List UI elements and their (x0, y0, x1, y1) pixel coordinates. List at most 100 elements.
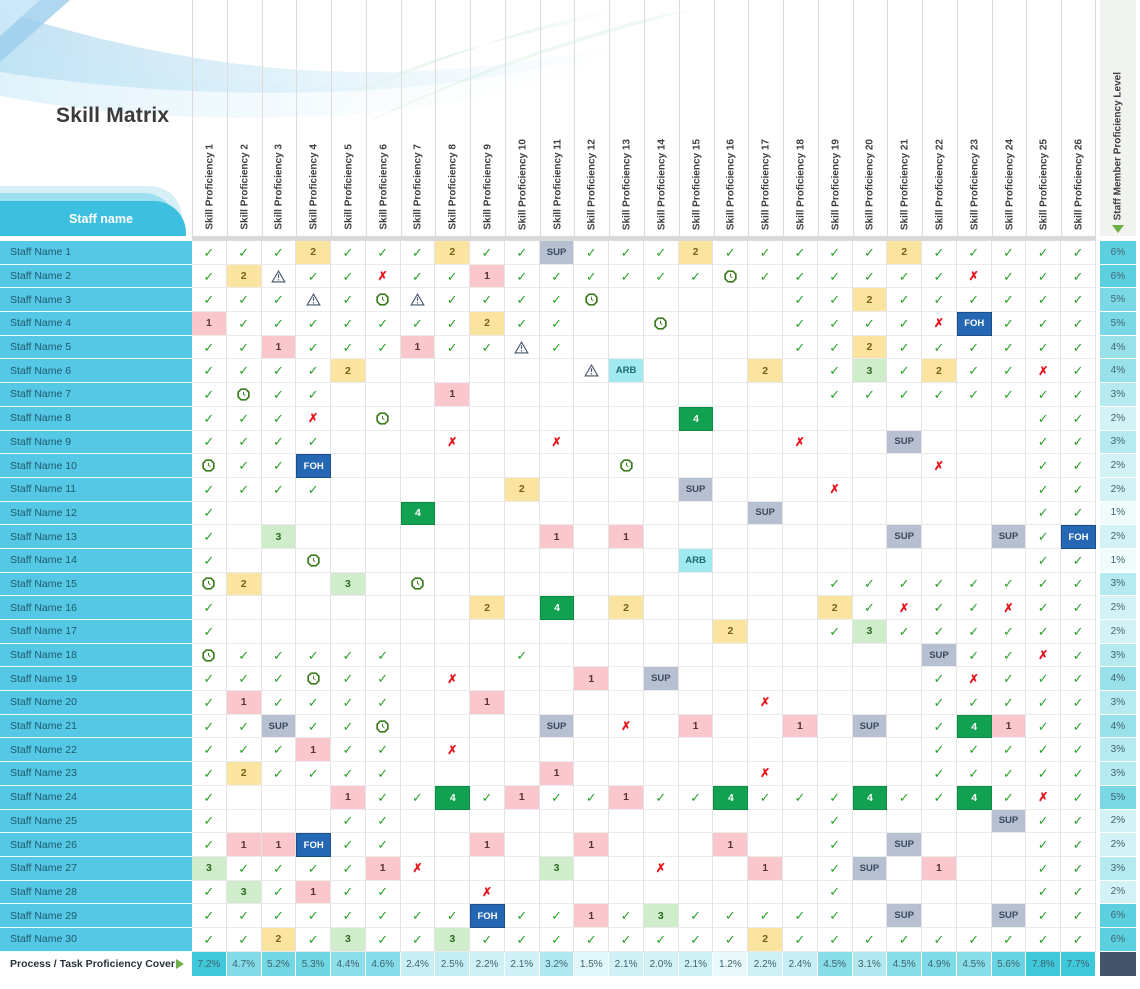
staff-name-cell[interactable]: Staff Name 3 (0, 288, 192, 313)
matrix-cell[interactable]: ✓ (296, 264, 332, 289)
matrix-cell[interactable]: FOH (470, 904, 505, 928)
matrix-cell[interactable] (748, 430, 784, 455)
matrix-cell[interactable]: ✓ (365, 904, 401, 928)
matrix-cell[interactable]: ✓ (261, 477, 297, 502)
matrix-cell[interactable]: ✓ (1026, 288, 1062, 313)
matrix-cell[interactable]: 3 (261, 525, 297, 549)
matrix-cell[interactable]: ✓ (226, 856, 262, 881)
matrix-cell[interactable] (783, 359, 818, 384)
staff-name-cell[interactable]: Staff Name 9 (0, 430, 192, 455)
matrix-cell[interactable]: ✓ (1061, 714, 1096, 739)
matrix-cell[interactable]: 2 (435, 241, 471, 265)
matrix-cell[interactable] (365, 501, 401, 526)
matrix-cell[interactable]: ✓ (1026, 335, 1062, 360)
staff-name-cell[interactable]: Staff Name 4 (0, 312, 192, 336)
matrix-cell[interactable] (678, 288, 714, 313)
coverage-value-cell[interactable]: 2.4% (783, 952, 818, 976)
column-header[interactable]: Skill Proficiency 2 (226, 0, 262, 236)
matrix-cell[interactable] (609, 762, 644, 786)
matrix-cell[interactable]: ✓ (678, 904, 714, 928)
matrix-cell[interactable] (748, 667, 784, 692)
matrix-cell[interactable]: 2 (470, 312, 505, 336)
matrix-cell[interactable] (887, 477, 923, 502)
matrix-cell[interactable]: 1 (400, 335, 436, 360)
matrix-cell[interactable] (504, 548, 540, 573)
coverage-value-cell[interactable]: 4.6% (365, 952, 401, 976)
matrix-cell[interactable] (539, 643, 575, 668)
matrix-cell[interactable]: ✓ (226, 359, 262, 384)
matrix-cell[interactable] (852, 880, 888, 905)
matrix-cell[interactable] (296, 809, 332, 834)
matrix-cell[interactable] (643, 548, 679, 573)
matrix-cell[interactable] (852, 643, 888, 668)
matrix-cell[interactable] (713, 596, 749, 620)
coverage-value-cell[interactable]: 2.5% (435, 952, 471, 976)
matrix-cell[interactable] (574, 596, 610, 620)
matrix-cell[interactable]: ✗ (817, 477, 853, 502)
matrix-cell[interactable]: ✓ (192, 241, 227, 265)
matrix-cell[interactable] (435, 833, 471, 857)
matrix-cell[interactable]: ✓ (852, 572, 888, 597)
matrix-cell[interactable] (609, 809, 644, 834)
proficiency-level-cell[interactable]: 1% (1096, 548, 1140, 573)
matrix-cell[interactable]: ✓ (331, 335, 366, 360)
matrix-cell[interactable]: ✓ (922, 572, 957, 597)
matrix-cell[interactable]: ✓ (991, 691, 1027, 715)
matrix-cell[interactable] (226, 785, 262, 810)
staff-name-cell[interactable]: Staff Name 23 (0, 762, 192, 786)
matrix-cell[interactable] (643, 620, 679, 644)
matrix-cell[interactable] (400, 359, 436, 384)
matrix-cell[interactable]: ✓ (922, 714, 957, 739)
matrix-cell[interactable]: ✓ (504, 904, 540, 928)
matrix-cell[interactable] (643, 383, 679, 407)
proficiency-level-cell[interactable]: 1% (1096, 501, 1140, 526)
matrix-cell[interactable]: 3 (331, 572, 366, 597)
matrix-cell[interactable]: ✓ (1061, 264, 1096, 289)
matrix-cell[interactable] (400, 880, 436, 905)
matrix-cell[interactable] (400, 454, 436, 478)
matrix-cell[interactable]: ✓ (991, 927, 1027, 952)
matrix-cell[interactable] (748, 406, 784, 431)
matrix-cell[interactable]: ✓ (365, 833, 401, 857)
matrix-cell[interactable]: 2 (331, 359, 366, 384)
column-header[interactable]: Skill Proficiency 8 (435, 0, 470, 236)
coverage-value-cell[interactable]: 5.6% (991, 952, 1027, 976)
matrix-cell[interactable] (643, 525, 679, 549)
matrix-cell[interactable] (400, 620, 436, 644)
matrix-cell[interactable]: ✓ (192, 525, 227, 549)
matrix-cell[interactable] (226, 809, 262, 834)
matrix-cell[interactable] (539, 477, 575, 502)
matrix-cell[interactable]: ✓ (192, 785, 227, 810)
matrix-cell[interactable]: ✗ (435, 430, 471, 455)
matrix-cell[interactable] (574, 501, 610, 526)
matrix-cell[interactable] (817, 548, 853, 573)
matrix-cell[interactable]: ✓ (1026, 714, 1062, 739)
matrix-cell[interactable]: ✗ (400, 856, 436, 881)
matrix-cell[interactable]: 2 (817, 596, 853, 620)
matrix-cell[interactable]: ✓ (887, 288, 923, 313)
staff-name-cell[interactable]: Staff Name 17 (0, 620, 192, 644)
matrix-cell[interactable] (713, 264, 749, 289)
matrix-cell[interactable]: ✓ (956, 620, 992, 644)
matrix-cell[interactable]: ✓ (956, 596, 992, 620)
matrix-cell[interactable] (504, 620, 540, 644)
matrix-cell[interactable] (192, 572, 227, 597)
matrix-cell[interactable] (956, 833, 992, 857)
column-header[interactable]: Skill Proficiency 22 (922, 0, 957, 236)
matrix-cell[interactable] (504, 430, 540, 455)
matrix-cell[interactable]: ✓ (852, 927, 888, 952)
matrix-cell[interactable]: ✓ (365, 738, 401, 763)
matrix-cell[interactable]: ✓ (365, 643, 401, 668)
matrix-cell[interactable]: 4 (956, 714, 992, 739)
matrix-cell[interactable] (504, 714, 540, 739)
matrix-cell[interactable]: ✓ (226, 477, 262, 502)
matrix-cell[interactable]: ✓ (991, 620, 1027, 644)
matrix-cell[interactable]: ✓ (435, 312, 471, 336)
matrix-cell[interactable]: ✓ (192, 383, 227, 407)
matrix-cell[interactable]: ✓ (713, 927, 749, 952)
matrix-cell[interactable] (713, 548, 749, 573)
matrix-cell[interactable]: ✓ (435, 264, 471, 289)
matrix-cell[interactable]: ✓ (331, 714, 366, 739)
matrix-cell[interactable] (852, 691, 888, 715)
matrix-cell[interactable] (331, 477, 366, 502)
